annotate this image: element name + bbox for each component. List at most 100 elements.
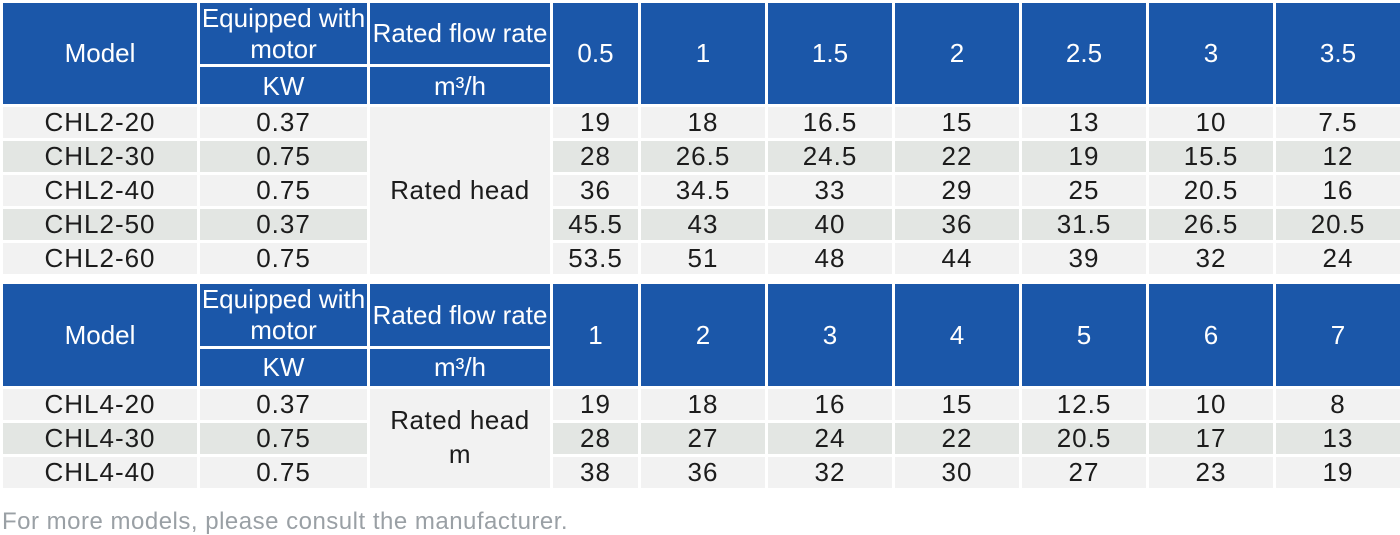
model-cell: CHL4-30 xyxy=(0,419,200,457)
head-cell: 12 xyxy=(1273,138,1400,176)
flow-rate-value-header: 5 xyxy=(1019,281,1149,389)
flow-rate-value-header: 2 xyxy=(638,281,768,389)
flow-rate-value-header: 3.5 xyxy=(1273,0,1400,108)
table-row: CHL2-30 0.75 28 26.5 24.5 22 19 15.5 12 xyxy=(0,138,1400,176)
head-cell: 16 xyxy=(1273,172,1400,210)
head-cell: 31.5 xyxy=(1019,206,1149,244)
model-cell: CHL2-20 xyxy=(0,104,200,142)
head-cell: 24 xyxy=(1273,240,1400,278)
rated-head-merged-cell: Rated head xyxy=(367,104,553,278)
head-cell: 16.5 xyxy=(765,104,895,142)
model-column-header: Model xyxy=(0,281,200,389)
kw-cell: 0.75 xyxy=(197,453,370,491)
model-cell: CHL2-50 xyxy=(0,206,200,244)
table-row: CHL2-20 0.37 Rated head 19 18 16.5 15 13… xyxy=(0,104,1400,278)
head-cell: 45.5 xyxy=(550,206,641,244)
head-cell: 36 xyxy=(550,172,641,210)
model-cell: CHL2-40 xyxy=(0,172,200,210)
head-cell: 15.5 xyxy=(1146,138,1276,176)
motor-column-header: Equipped with motor xyxy=(197,0,370,68)
head-cell: 22 xyxy=(892,138,1022,176)
flow-rate-value-header: 4 xyxy=(892,281,1022,389)
head-cell: 25 xyxy=(1019,172,1149,210)
flow-rate-value-header: 1 xyxy=(638,0,768,108)
flow-unit-header: m³/h xyxy=(367,64,553,108)
flow-rate-value-header: 2.5 xyxy=(1019,0,1149,108)
head-cell: 24.5 xyxy=(765,138,895,176)
head-cell: 32 xyxy=(765,453,895,491)
flow-rate-value-header: 7 xyxy=(1273,281,1400,389)
head-cell: 30 xyxy=(892,453,1022,491)
head-cell: 15 xyxy=(892,104,1022,142)
head-cell: 29 xyxy=(892,172,1022,210)
chl4-spec-table: Model Equipped with motor Rated flow rat… xyxy=(0,281,1400,491)
head-cell: 40 xyxy=(765,206,895,244)
head-cell: 18 xyxy=(638,385,768,423)
kw-cell: 0.37 xyxy=(197,104,370,142)
model-cell: CHL2-30 xyxy=(0,138,200,176)
chl2-spec-table: Model Equipped with motor Rated flow rat… xyxy=(0,0,1400,278)
flow-rate-column-header: Rated flow rate xyxy=(367,281,553,349)
head-cell: 22 xyxy=(892,419,1022,457)
kw-cell: 0.75 xyxy=(197,138,370,176)
head-cell: 16 xyxy=(765,385,895,423)
flow-rate-column-header: Rated flow rate xyxy=(367,0,553,68)
flow-unit-header: m³/h xyxy=(367,345,553,389)
head-cell: 44 xyxy=(892,240,1022,278)
model-cell: CHL4-40 xyxy=(0,453,200,491)
head-cell: 38 xyxy=(550,453,641,491)
head-cell: 43 xyxy=(638,206,768,244)
head-cell: 36 xyxy=(638,453,768,491)
table-row: CHL2-40 0.75 36 34.5 33 29 25 20.5 16 xyxy=(0,172,1400,210)
head-cell: 19 xyxy=(550,385,641,423)
head-cell: 7.5 xyxy=(1273,104,1400,142)
head-cell: 20.5 xyxy=(1273,206,1400,244)
head-cell: 53.5 xyxy=(550,240,641,278)
model-cell: CHL4-20 xyxy=(0,385,200,423)
head-cell: 12.5 xyxy=(1019,385,1149,423)
model-column-header: Model xyxy=(0,0,200,108)
table-row: CHL2-60 0.75 53.5 51 48 44 39 32 24 xyxy=(0,240,1400,278)
head-cell: 34.5 xyxy=(638,172,768,210)
head-cell: 26.5 xyxy=(638,138,768,176)
head-cell: 17 xyxy=(1146,419,1276,457)
head-cell: 24 xyxy=(765,419,895,457)
flow-rate-value-header: 6 xyxy=(1146,281,1276,389)
flow-rate-value-header: 2 xyxy=(892,0,1022,108)
head-cell: 32 xyxy=(1146,240,1276,278)
head-cell: 19 xyxy=(1273,453,1400,491)
flow-rate-value-header: 0.5 xyxy=(550,0,641,108)
head-cell: 19 xyxy=(1019,138,1149,176)
flow-rate-value-header: 3 xyxy=(1146,0,1276,108)
head-cell: 39 xyxy=(1019,240,1149,278)
table-row: CHL4-20 0.37 Rated head m 19 18 16 15 12… xyxy=(0,385,1400,491)
head-cell: 13 xyxy=(1273,419,1400,457)
rated-head-merged-cell: Rated head m xyxy=(367,385,553,491)
head-cell: 28 xyxy=(550,138,641,176)
kw-cell: 0.37 xyxy=(197,385,370,423)
model-cell: CHL2-60 xyxy=(0,240,200,278)
head-cell: 28 xyxy=(550,419,641,457)
head-cell: 10 xyxy=(1146,385,1276,423)
kw-cell: 0.75 xyxy=(197,172,370,210)
table-row: CHL4-30 0.75 28 27 24 22 20.5 17 13 xyxy=(0,419,1400,457)
motor-unit-header: KW xyxy=(197,345,370,389)
head-cell: 36 xyxy=(892,206,1022,244)
head-cell: 23 xyxy=(1146,453,1276,491)
flow-rate-value-header: 1.5 xyxy=(765,0,895,108)
head-cell: 19 xyxy=(550,104,641,142)
kw-cell: 0.75 xyxy=(197,240,370,278)
head-cell: 27 xyxy=(638,419,768,457)
flow-rate-value-header: 1 xyxy=(550,281,641,389)
head-cell: 20.5 xyxy=(1019,419,1149,457)
rated-head-label: Rated head xyxy=(390,405,530,436)
head-cell: 13 xyxy=(1019,104,1149,142)
kw-cell: 0.37 xyxy=(197,206,370,244)
head-cell: 26.5 xyxy=(1146,206,1276,244)
footer-note: For more models, please consult the manu… xyxy=(2,507,569,535)
head-cell: 10 xyxy=(1146,104,1276,142)
head-cell: 48 xyxy=(765,240,895,278)
flow-rate-value-header: 3 xyxy=(765,281,895,389)
head-cell: 15 xyxy=(892,385,1022,423)
